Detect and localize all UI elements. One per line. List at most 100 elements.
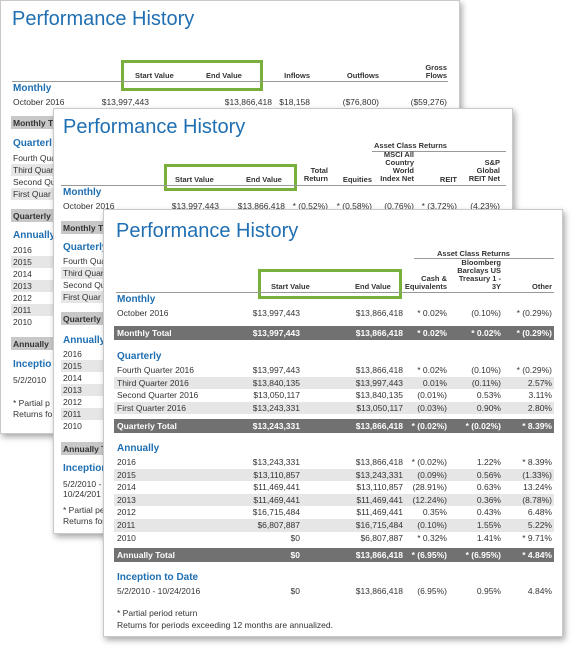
row-label: 2016 — [13, 245, 32, 255]
section-inception: Inception — [63, 463, 108, 474]
performance-card-front: Performance History Asset Class Returns … — [103, 209, 563, 637]
col-header-end-value: End Value — [206, 71, 242, 80]
row-stripe — [11, 256, 55, 268]
section-quarterly: Quarterl — [13, 138, 52, 149]
row-stripe — [11, 280, 55, 292]
row-label: 2011 — [63, 409, 82, 419]
cell-cash-equivalents: (28.91%) — [412, 482, 448, 493]
col-header-other: Other — [531, 282, 552, 291]
header-divider — [116, 292, 554, 293]
total-bar — [61, 442, 105, 455]
cell-start-value: $0 — [290, 550, 300, 560]
cell-start-value: $16,715,484 — [252, 507, 300, 518]
cell-end-value: $11,469,441 — [356, 494, 403, 505]
col-header-equities: Equities — [342, 175, 372, 184]
total-bar — [11, 209, 55, 222]
row-label: Quarterly — [13, 211, 51, 221]
row-label: 2010 — [63, 421, 82, 431]
row-label: 2015 — [63, 361, 82, 371]
header-divider — [12, 81, 448, 82]
cell-end-value: $13,050,117 — [356, 402, 403, 413]
cell-other: * (0.29%) — [516, 328, 552, 338]
cell-other: 2.57% — [527, 377, 552, 388]
col-header-inflows: Inflows — [284, 71, 310, 80]
cell-cash-equivalents: (0.09%) — [417, 469, 447, 480]
cell-other: * (0.29%) — [516, 365, 552, 375]
section-quarterly: Quarterly — [63, 242, 108, 253]
cell-start-value: $13,997,443 — [101, 97, 149, 107]
cell-end-value: $11,469,441 — [356, 507, 403, 518]
row-label: Second Quarter 2016 — [117, 390, 199, 401]
cell-start-value: $0 — [290, 586, 300, 596]
row-label: Third Quar — [13, 165, 54, 175]
row-stripe — [61, 267, 105, 279]
cell-start-value: $11,469,441 — [253, 482, 300, 493]
cell-cash-equivalents: (6.95%) — [417, 586, 447, 596]
section-inception: Inceptio — [13, 359, 52, 370]
cell-bloomberg-barclays: 0.36% — [476, 494, 501, 505]
cell-sp-global-reit: (4.23%) — [470, 201, 500, 211]
footnote-annualized: Returns for — [63, 516, 106, 526]
cell-end-value: $13,866,418 — [355, 308, 403, 318]
cell-end-value: $13,866,418 — [355, 457, 403, 467]
col-header-end-value: End Value — [355, 282, 391, 291]
col-header-msci: MSCI All Country World Index Net — [380, 150, 414, 183]
cell-bloomberg-barclays: * (6.95%) — [465, 550, 501, 560]
cell-reit: * (3.72%) — [421, 201, 457, 211]
row-label: 2010 — [117, 532, 136, 543]
row-label: 2011 — [117, 520, 136, 530]
row-label: October 2016 — [117, 308, 169, 318]
row-label: Monthly T — [63, 223, 104, 233]
row-label: 2012 — [13, 293, 32, 303]
row-stripe — [114, 401, 554, 415]
row-label: 2014 — [63, 373, 82, 383]
cell-start-value: $13,243,331 — [252, 421, 300, 431]
cell-other: 6.48% — [527, 507, 552, 518]
cell-bloomberg-barclays: 1.22% — [476, 457, 501, 467]
row-label: Fourth Quarter 2016 — [117, 365, 195, 375]
cell-bloomberg-barclays: 0.90% — [476, 402, 501, 413]
cell-end-value: $13,866,418 — [355, 328, 403, 338]
col-header-start-value: Start Value — [135, 71, 174, 80]
cell-bloomberg-barclays: 1.41% — [476, 532, 501, 543]
row-label: 2013 — [13, 281, 32, 291]
total-bar — [11, 116, 55, 129]
footnote-partial: * Partial p — [13, 398, 50, 408]
row-label: 2016 — [117, 457, 136, 467]
highlight-box — [258, 269, 402, 299]
cell-bloomberg-barclays: (0.10%) — [471, 365, 501, 375]
cell-other: * 8.39% — [522, 421, 552, 431]
row-label: 5/2/2010 - 10/24/2016 — [117, 586, 201, 596]
cell-other: * 4.84% — [522, 550, 552, 560]
cell-start-value: $13,243,331 — [252, 457, 300, 467]
cell-start-value: $13,243,331 — [252, 402, 300, 413]
row-label: October 2016 — [13, 97, 65, 107]
cell-other: 2.80% — [527, 402, 552, 413]
cell-bloomberg-barclays: 0.53% — [476, 390, 501, 401]
row-label: 2010 — [13, 317, 32, 327]
cell-bloomberg-barclays: * 0.02% — [471, 328, 501, 338]
cell-outflows: ($76,800) — [342, 97, 379, 107]
cell-end-value: $13,866,418 — [237, 201, 285, 211]
col-header-total-return: Total Return — [303, 166, 328, 183]
row-label: Annually Total — [117, 550, 175, 560]
cell-end-value: $13,997,443 — [355, 377, 403, 388]
row-label: Monthly Total — [117, 328, 172, 338]
group-header-asset-class-returns: Asset Class Returns — [374, 141, 447, 150]
cell-cash-equivalents: 0.01% — [422, 377, 447, 388]
footnote-partial: * Partial pe — [63, 505, 105, 515]
footnote-annualized: Returns for periods exceeding 12 months … — [117, 620, 333, 630]
highlight-box — [164, 164, 297, 191]
col-header-outflows: Outflows — [346, 71, 379, 80]
row-stripe — [61, 384, 105, 396]
row-label: Quarterly — [63, 314, 101, 324]
cell-start-value: $13,840,135 — [252, 377, 300, 388]
page-title: Performance History — [63, 116, 246, 138]
cell-cash-equivalents: (0.01%) — [417, 390, 447, 401]
cell-cash-equivalents: * 0.02% — [417, 308, 447, 318]
row-stripe — [61, 360, 105, 372]
cell-bloomberg-barclays: (0.11%) — [471, 377, 501, 388]
cell-start-value: $13,997,443 — [252, 365, 300, 375]
cell-bloomberg-barclays: 0.63% — [476, 482, 501, 493]
cell-end-value: $13,866,418 — [224, 97, 272, 107]
